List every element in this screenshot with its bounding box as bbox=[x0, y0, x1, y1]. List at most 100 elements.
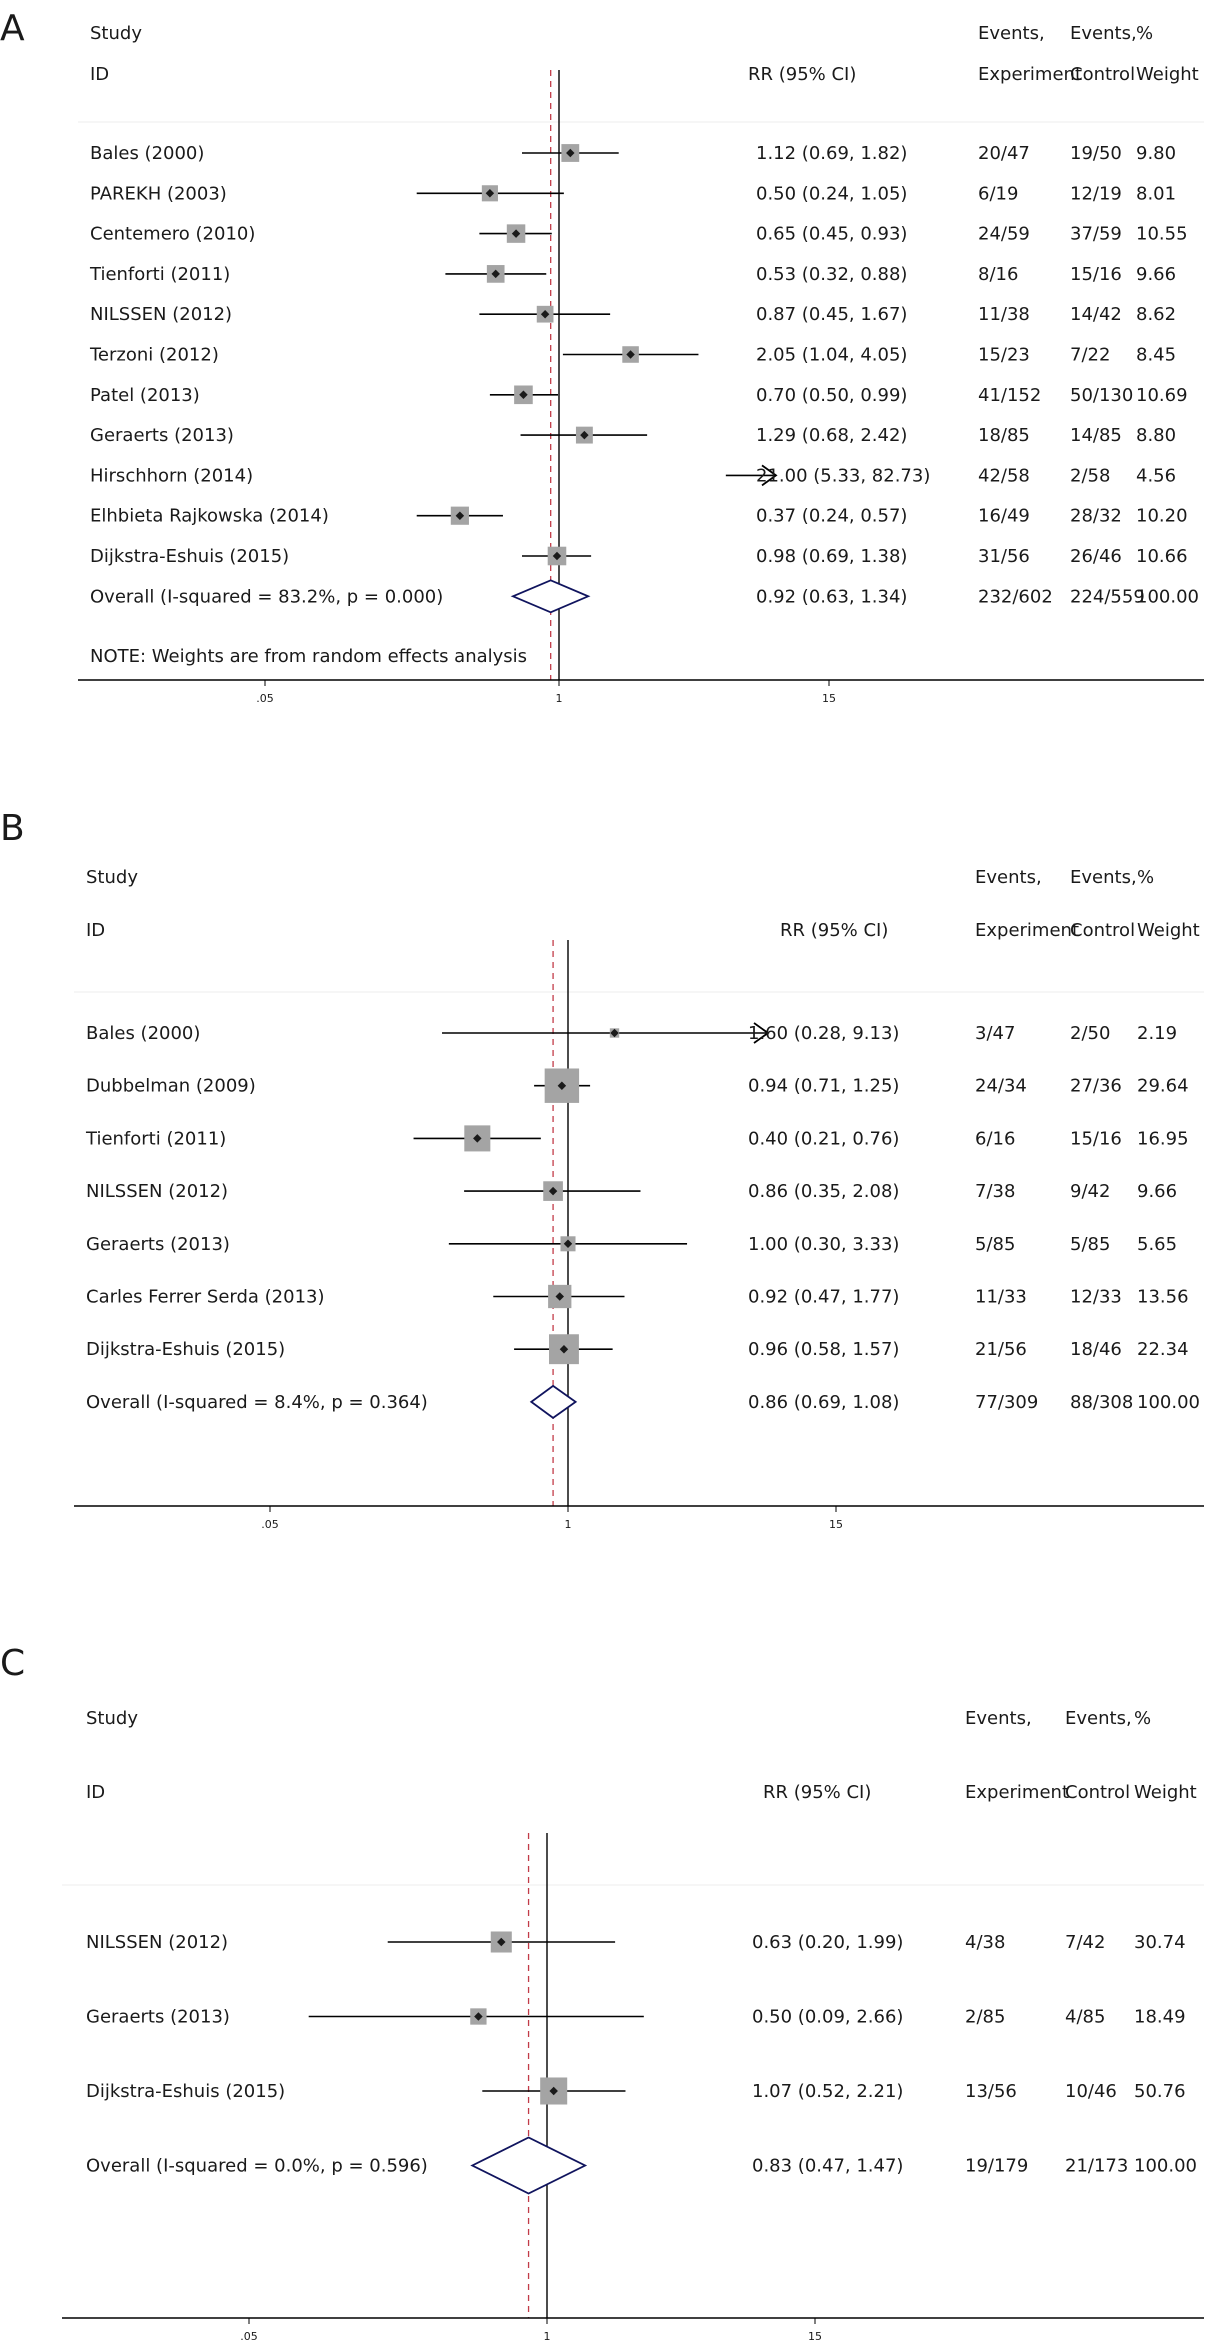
point-estimate bbox=[552, 551, 562, 561]
rr-ci-value: 0.65 (0.45, 0.93) bbox=[756, 224, 907, 245]
study-row: Patel (2013) 0.70 (0.50, 0.99) 41/152 50/13… bbox=[90, 385, 1188, 406]
study-label: Tienforti (2011) bbox=[85, 1128, 226, 1149]
point-estimate bbox=[559, 1344, 569, 1354]
x-tick-label: 15 bbox=[808, 2330, 822, 2343]
x-tick-label: .05 bbox=[240, 2330, 258, 2343]
events-experiment: 5/85 bbox=[975, 1234, 1015, 1255]
study-label: Bales (2000) bbox=[90, 143, 204, 164]
study-label: NILSSEN (2012) bbox=[86, 1932, 228, 1953]
study-row: Bales (2000) 1.12 (0.69, 1.82) 20/47 19/50 9… bbox=[90, 143, 1176, 164]
events-experiment: 13/56 bbox=[965, 2081, 1017, 2102]
overall-row: Overall (I-squared = 83.2%, p = 0.000) 0.… bbox=[90, 579, 1199, 614]
rr-ci-value: 2.05 (1.04, 4.05) bbox=[756, 345, 907, 366]
point-estimate bbox=[555, 1292, 564, 1301]
header-percent: % bbox=[1137, 867, 1154, 888]
header-experiment: Experiment bbox=[965, 1782, 1069, 1803]
study-label: Geraerts (2013) bbox=[86, 1234, 230, 1255]
point-estimate bbox=[473, 1134, 482, 1143]
events-experiment: 3/47 bbox=[975, 1023, 1015, 1044]
rr-ci-value: 1.12 (0.69, 1.82) bbox=[756, 143, 907, 164]
header-events-exp: Events, bbox=[965, 1708, 1032, 1729]
header-study: Study bbox=[90, 23, 142, 44]
ci-arrow bbox=[761, 464, 778, 487]
events-experiment: 42/58 bbox=[978, 465, 1030, 486]
point-estimate bbox=[580, 430, 589, 440]
point-estimate bbox=[519, 390, 528, 400]
study-label: Carles Ferrer Serda (2013) bbox=[86, 1287, 325, 1308]
panel-label: A bbox=[0, 8, 25, 49]
panel-label: B bbox=[0, 808, 25, 849]
events-control: 37/59 bbox=[1070, 224, 1122, 245]
point-estimate bbox=[563, 1239, 573, 1249]
weight-value: 9.66 bbox=[1137, 1181, 1177, 1202]
weights-note: NOTE: Weights are from random effects an… bbox=[90, 646, 527, 667]
weight-value: 8.01 bbox=[1136, 183, 1176, 204]
overall-rr-ci: 0.83 (0.47, 1.47) bbox=[752, 2156, 903, 2177]
study-row: Geraerts (2013) 1.00 (0.30, 3.33) 5/85 5/85… bbox=[86, 1234, 1177, 1255]
study-row: Dubbelman (2009) 0.94 (0.71, 1.25) 24/34 27… bbox=[86, 1068, 1189, 1103]
point-estimate bbox=[610, 1028, 619, 1038]
events-experiment: 24/59 bbox=[978, 224, 1030, 245]
rr-ci-value: 0.53 (0.32, 0.88) bbox=[756, 264, 907, 285]
events-experiment: 16/49 bbox=[978, 506, 1030, 527]
header-control: Control bbox=[1070, 64, 1135, 85]
weight-value: 50.76 bbox=[1134, 2081, 1186, 2102]
study-label: Terzoni (2012) bbox=[89, 345, 219, 366]
header-rr: RR (95% CI) bbox=[763, 1782, 871, 1803]
rr-ci-value: 1.60 (0.28, 9.13) bbox=[748, 1023, 899, 1044]
header-events-ctrl: Events, bbox=[1070, 23, 1137, 44]
study-label: Dijkstra-Eshuis (2015) bbox=[90, 546, 289, 567]
study-label: Geraerts (2013) bbox=[86, 2007, 230, 2028]
header-id: ID bbox=[86, 1782, 105, 1803]
events-experiment: 7/38 bbox=[975, 1181, 1015, 1202]
header-experiment: Experiment bbox=[975, 920, 1079, 941]
events-experiment: 24/34 bbox=[975, 1076, 1027, 1097]
study-row: Dijkstra-Eshuis (2015) 0.96 (0.58, 1.57) 2… bbox=[86, 1334, 1189, 1365]
events-experiment: 31/56 bbox=[978, 546, 1030, 567]
study-row: Terzoni (2012) 2.05 (1.04, 4.05) 15/23 7/22… bbox=[89, 345, 1176, 366]
events-control: 15/16 bbox=[1070, 1128, 1122, 1149]
weight-value: 9.80 bbox=[1136, 143, 1176, 164]
events-experiment: 4/38 bbox=[965, 1932, 1005, 1953]
events-experiment: 11/38 bbox=[978, 304, 1030, 325]
rr-ci-value: 1.07 (0.52, 2.21) bbox=[752, 2081, 903, 2102]
weight-value: 22.34 bbox=[1137, 1339, 1189, 1360]
study-label: Patel (2013) bbox=[90, 385, 200, 406]
study-label: Dubbelman (2009) bbox=[86, 1076, 256, 1097]
overall-events-control: 224/559 bbox=[1070, 586, 1145, 607]
header-weight: Weight bbox=[1134, 1782, 1197, 1803]
study-row: Dijkstra-Eshuis (2015) 0.98 (0.69, 1.38) 3… bbox=[90, 546, 1188, 567]
study-row: Geraerts (2013) 1.29 (0.68, 2.42) 18/85 14/… bbox=[90, 425, 1176, 446]
study-row: PAREKH (2003) 0.50 (0.24, 1.05) 6/19 12/19 8… bbox=[90, 183, 1176, 204]
study-row: Dijkstra-Eshuis (2015) 1.07 (0.52, 2.21) 1… bbox=[86, 2077, 1186, 2105]
events-experiment: 15/23 bbox=[978, 345, 1030, 366]
events-control: 27/36 bbox=[1070, 1076, 1122, 1097]
overall-row: Overall (I-squared = 0.0%, p = 0.596) 0.8… bbox=[86, 2136, 1197, 2195]
study-row: Hirschhorn (2014) 21.00 (5.33, 82.73) 42/5… bbox=[90, 464, 1176, 487]
events-control: 10/46 bbox=[1065, 2081, 1117, 2102]
overall-events-control: 88/308 bbox=[1070, 1392, 1133, 1413]
overall-label: Overall (I-squared = 0.0%, p = 0.596) bbox=[86, 2156, 428, 2177]
rr-ci-value: 0.70 (0.50, 0.99) bbox=[756, 385, 907, 406]
weight-value: 30.74 bbox=[1134, 1932, 1186, 1953]
study-label: Bales (2000) bbox=[86, 1023, 200, 1044]
header-rr: RR (95% CI) bbox=[780, 920, 888, 941]
point-estimate bbox=[626, 350, 635, 359]
study-label: Hirschhorn (2014) bbox=[90, 465, 253, 486]
events-control: 15/16 bbox=[1070, 264, 1122, 285]
weight-value: 8.80 bbox=[1136, 425, 1176, 446]
x-tick-label: 15 bbox=[829, 1518, 843, 1531]
rr-ci-value: 1.29 (0.68, 2.42) bbox=[756, 425, 907, 446]
point-estimate bbox=[497, 1937, 506, 1947]
study-row: Bales (2000) 1.60 (0.28, 9.13) 3/47 2/50 2.1… bbox=[86, 1022, 1177, 1044]
rr-ci-value: 21.00 (5.33, 82.73) bbox=[756, 465, 930, 486]
overall-events-experiment: 19/179 bbox=[965, 2156, 1028, 2177]
rr-ci-value: 1.00 (0.30, 3.33) bbox=[748, 1234, 899, 1255]
events-control: 14/42 bbox=[1070, 304, 1122, 325]
rr-ci-value: 0.86 (0.35, 2.08) bbox=[748, 1181, 899, 1202]
study-row: Tienforti (2011) 0.40 (0.21, 0.76) 6/16 15/… bbox=[85, 1125, 1189, 1152]
forest-panel-a: A Study ID RR (95% CI) Events, Experiment Even… bbox=[0, 8, 1204, 705]
weight-value: 13.56 bbox=[1137, 1287, 1189, 1308]
x-tick-label: 1 bbox=[556, 692, 563, 705]
